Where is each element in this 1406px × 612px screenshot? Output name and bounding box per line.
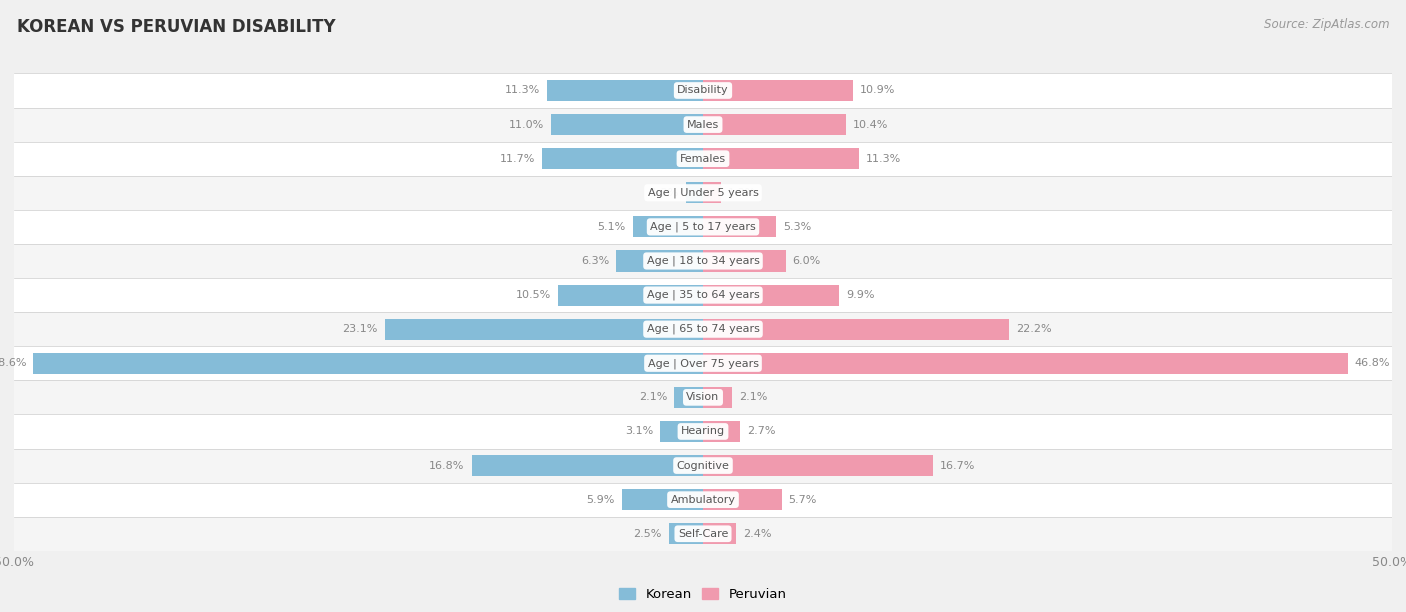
Bar — [14, 380, 1392, 414]
Text: 1.3%: 1.3% — [728, 188, 756, 198]
Text: 46.8%: 46.8% — [1355, 358, 1391, 368]
Bar — [616, 250, 703, 272]
Text: 1.2%: 1.2% — [651, 188, 679, 198]
Bar — [14, 210, 1392, 244]
Text: 2.1%: 2.1% — [638, 392, 668, 402]
Bar — [703, 421, 740, 442]
Bar — [703, 182, 721, 203]
Text: 5.9%: 5.9% — [586, 494, 614, 505]
Bar — [703, 114, 846, 135]
Bar — [14, 449, 1392, 483]
Text: Age | 35 to 64 years: Age | 35 to 64 years — [647, 290, 759, 300]
Bar — [703, 80, 853, 101]
Text: 22.2%: 22.2% — [1015, 324, 1052, 334]
Text: 11.7%: 11.7% — [499, 154, 534, 163]
Text: 5.3%: 5.3% — [783, 222, 811, 232]
Bar — [34, 353, 703, 374]
Text: 5.7%: 5.7% — [789, 494, 817, 505]
Bar — [471, 455, 703, 476]
Bar — [703, 216, 776, 237]
Text: Age | Under 5 years: Age | Under 5 years — [648, 187, 758, 198]
Bar — [14, 176, 1392, 210]
Bar — [14, 483, 1392, 517]
Text: 11.3%: 11.3% — [505, 86, 540, 95]
Bar — [14, 517, 1392, 551]
Text: Cognitive: Cognitive — [676, 461, 730, 471]
Text: Self-Care: Self-Care — [678, 529, 728, 539]
Text: 10.4%: 10.4% — [853, 119, 889, 130]
Text: 16.8%: 16.8% — [429, 461, 464, 471]
Text: 11.0%: 11.0% — [509, 119, 544, 130]
Bar — [669, 523, 703, 544]
Bar — [703, 148, 859, 170]
Text: Males: Males — [688, 119, 718, 130]
Bar — [703, 523, 737, 544]
Text: Disability: Disability — [678, 86, 728, 95]
Text: Females: Females — [681, 154, 725, 163]
Text: 2.7%: 2.7% — [747, 427, 776, 436]
Text: Source: ZipAtlas.com: Source: ZipAtlas.com — [1264, 18, 1389, 31]
Text: 10.9%: 10.9% — [860, 86, 896, 95]
Bar — [703, 250, 786, 272]
Legend: Korean, Peruvian: Korean, Peruvian — [614, 583, 792, 606]
Text: 6.3%: 6.3% — [581, 256, 609, 266]
Bar — [541, 148, 703, 170]
Bar — [14, 244, 1392, 278]
Bar — [385, 319, 703, 340]
Bar — [686, 182, 703, 203]
Bar — [621, 489, 703, 510]
Text: 2.1%: 2.1% — [738, 392, 768, 402]
Bar — [14, 312, 1392, 346]
Text: 11.3%: 11.3% — [866, 154, 901, 163]
Bar — [14, 141, 1392, 176]
Text: 6.0%: 6.0% — [793, 256, 821, 266]
Text: 9.9%: 9.9% — [846, 290, 875, 300]
Text: Age | Over 75 years: Age | Over 75 years — [648, 358, 758, 368]
Bar — [633, 216, 703, 237]
Bar — [703, 455, 934, 476]
Bar — [703, 387, 733, 408]
Bar — [661, 421, 703, 442]
Bar — [703, 285, 839, 305]
Bar — [673, 387, 703, 408]
Bar — [14, 73, 1392, 108]
Bar — [551, 114, 703, 135]
Text: 3.1%: 3.1% — [626, 427, 654, 436]
Text: Vision: Vision — [686, 392, 720, 402]
Text: Hearing: Hearing — [681, 427, 725, 436]
Text: KOREAN VS PERUVIAN DISABILITY: KOREAN VS PERUVIAN DISABILITY — [17, 18, 336, 36]
Bar — [703, 319, 1010, 340]
Text: 5.1%: 5.1% — [598, 222, 626, 232]
Text: 23.1%: 23.1% — [343, 324, 378, 334]
Bar — [558, 285, 703, 305]
Bar — [14, 108, 1392, 141]
Bar — [14, 346, 1392, 380]
Bar — [703, 353, 1348, 374]
Text: 16.7%: 16.7% — [941, 461, 976, 471]
Bar — [703, 489, 782, 510]
Text: 2.4%: 2.4% — [742, 529, 772, 539]
Bar — [14, 278, 1392, 312]
Text: Ambulatory: Ambulatory — [671, 494, 735, 505]
Text: Age | 18 to 34 years: Age | 18 to 34 years — [647, 256, 759, 266]
Text: Age | 65 to 74 years: Age | 65 to 74 years — [647, 324, 759, 334]
Text: 48.6%: 48.6% — [0, 358, 27, 368]
Bar — [14, 414, 1392, 449]
Text: 10.5%: 10.5% — [516, 290, 551, 300]
Text: Age | 5 to 17 years: Age | 5 to 17 years — [650, 222, 756, 232]
Bar — [547, 80, 703, 101]
Text: 2.5%: 2.5% — [633, 529, 662, 539]
